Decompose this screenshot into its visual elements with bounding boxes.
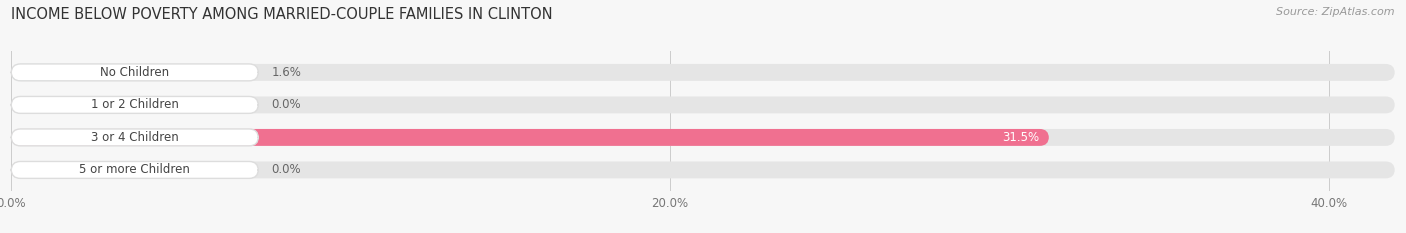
Text: 31.5%: 31.5% bbox=[1002, 131, 1039, 144]
Text: 0.0%: 0.0% bbox=[271, 163, 301, 176]
FancyBboxPatch shape bbox=[11, 129, 259, 146]
Text: INCOME BELOW POVERTY AMONG MARRIED-COUPLE FAMILIES IN CLINTON: INCOME BELOW POVERTY AMONG MARRIED-COUPL… bbox=[11, 7, 553, 22]
Text: 5 or more Children: 5 or more Children bbox=[79, 163, 190, 176]
Text: 3 or 4 Children: 3 or 4 Children bbox=[91, 131, 179, 144]
FancyBboxPatch shape bbox=[11, 64, 1395, 81]
Text: 0.0%: 0.0% bbox=[271, 98, 301, 111]
FancyBboxPatch shape bbox=[11, 64, 63, 81]
Text: Source: ZipAtlas.com: Source: ZipAtlas.com bbox=[1277, 7, 1395, 17]
Text: 1.6%: 1.6% bbox=[271, 66, 301, 79]
Text: No Children: No Children bbox=[100, 66, 169, 79]
FancyBboxPatch shape bbox=[11, 161, 1395, 178]
FancyBboxPatch shape bbox=[11, 161, 159, 178]
FancyBboxPatch shape bbox=[11, 96, 259, 113]
FancyBboxPatch shape bbox=[11, 161, 259, 178]
FancyBboxPatch shape bbox=[11, 64, 259, 81]
Text: 1 or 2 Children: 1 or 2 Children bbox=[91, 98, 179, 111]
FancyBboxPatch shape bbox=[11, 96, 1395, 113]
FancyBboxPatch shape bbox=[11, 96, 159, 113]
FancyBboxPatch shape bbox=[11, 129, 1049, 146]
FancyBboxPatch shape bbox=[11, 129, 1395, 146]
